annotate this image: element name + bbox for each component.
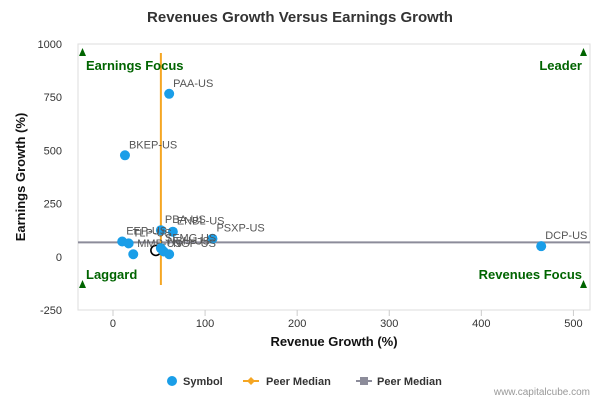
legend-peer-median-vertical-diamond-icon (247, 377, 255, 385)
data-point-mmp-us[interactable] (128, 249, 139, 260)
legend-item-symbol[interactable]: Symbol (167, 376, 223, 388)
x-tick-label: 200 (288, 318, 306, 330)
data-point-psxp-us[interactable] (207, 233, 218, 244)
x-tick-label: 400 (472, 318, 490, 330)
quadrant-label-revenues-focus: Revenues Focus (479, 267, 582, 282)
y-axis: -250 0 250 500 750 1000 (38, 39, 62, 317)
quadrant-label-earnings-focus: Earnings Focus (86, 58, 184, 73)
legend-symbol-marker (167, 376, 177, 386)
y-tick-label: 0 (56, 252, 62, 264)
y-axis-title: Earnings Growth (%) (13, 113, 28, 242)
chart-title: Revenues Growth Versus Earnings Growth (147, 9, 453, 26)
legend-peer-median-horizontal-label: Peer Median (377, 376, 442, 388)
data-point-label-dcp-us: DCP-US (545, 230, 587, 242)
x-tick-label: 500 (564, 318, 582, 330)
legend: Symbol Peer Median Peer Median (167, 376, 442, 388)
quadrant-label-laggard: Laggard (86, 267, 137, 282)
legend-item-peer-median-vertical[interactable]: Peer Median (243, 376, 331, 388)
quadrant-marker-top-left-triangle (79, 48, 86, 56)
credit-text[interactable]: www.capitalcube.com (493, 387, 590, 398)
data-point-label-paa-us: PAA-US (173, 78, 213, 90)
data-point-enbl-us[interactable] (167, 226, 178, 237)
y-tick-label: 250 (44, 199, 62, 211)
x-tick-label: 100 (196, 318, 214, 330)
legend-item-peer-median-horizontal[interactable]: Peer Median (356, 376, 442, 388)
data-point-ngp-us[interactable] (164, 249, 175, 260)
quadrant-marker-bottom-left-triangle (79, 280, 86, 288)
x-tick-label: 0 (110, 318, 116, 330)
data-point-label-enbl-us: ENBL-US (177, 216, 225, 228)
y-tick-label: 1000 (38, 39, 62, 51)
data-point-label-psxp-us: PSXP-US (216, 223, 264, 235)
y-tick-label: 750 (44, 92, 62, 104)
x-axis: 0 100 200 300 400 500 (110, 310, 583, 330)
data-point-tlp-us[interactable] (123, 238, 134, 249)
legend-peer-median-vertical-label: Peer Median (266, 376, 331, 388)
quadrant-marker-bottom-right-triangle (580, 280, 587, 288)
quadrant-marker-top-right-triangle (580, 48, 587, 56)
data-point-pba-us[interactable] (155, 225, 166, 236)
legend-symbol-label: Symbol (183, 376, 223, 388)
plot-area-frame (77, 43, 591, 311)
x-tick-label: 300 (380, 318, 398, 330)
data-point-paa-us[interactable] (164, 88, 175, 99)
x-axis-title: Revenue Growth (%) (270, 334, 397, 349)
data-point-label-tlp-us: TLP-US (133, 227, 172, 239)
data-point-label-pba-us: PBA-US (165, 214, 206, 226)
data-point-label-eep-us: EEP-US (126, 225, 167, 237)
y-tick-label: -250 (40, 305, 62, 317)
legend-peer-median-horizontal-square-icon (360, 377, 368, 385)
data-point-bkep-us[interactable] (119, 150, 130, 161)
data-point-label-ngp-us: NGP-US (173, 238, 216, 250)
data-point-label-nsh-us: NSH-US (168, 235, 210, 247)
data-point-label-bkep-us: BKEP-US (129, 139, 177, 151)
quadrant-label-leader: Leader (539, 58, 582, 73)
data-point-dcp-us[interactable] (536, 241, 547, 252)
y-tick-label: 500 (44, 145, 62, 157)
data-point-label-semg-us: SEMG-US (165, 232, 216, 244)
